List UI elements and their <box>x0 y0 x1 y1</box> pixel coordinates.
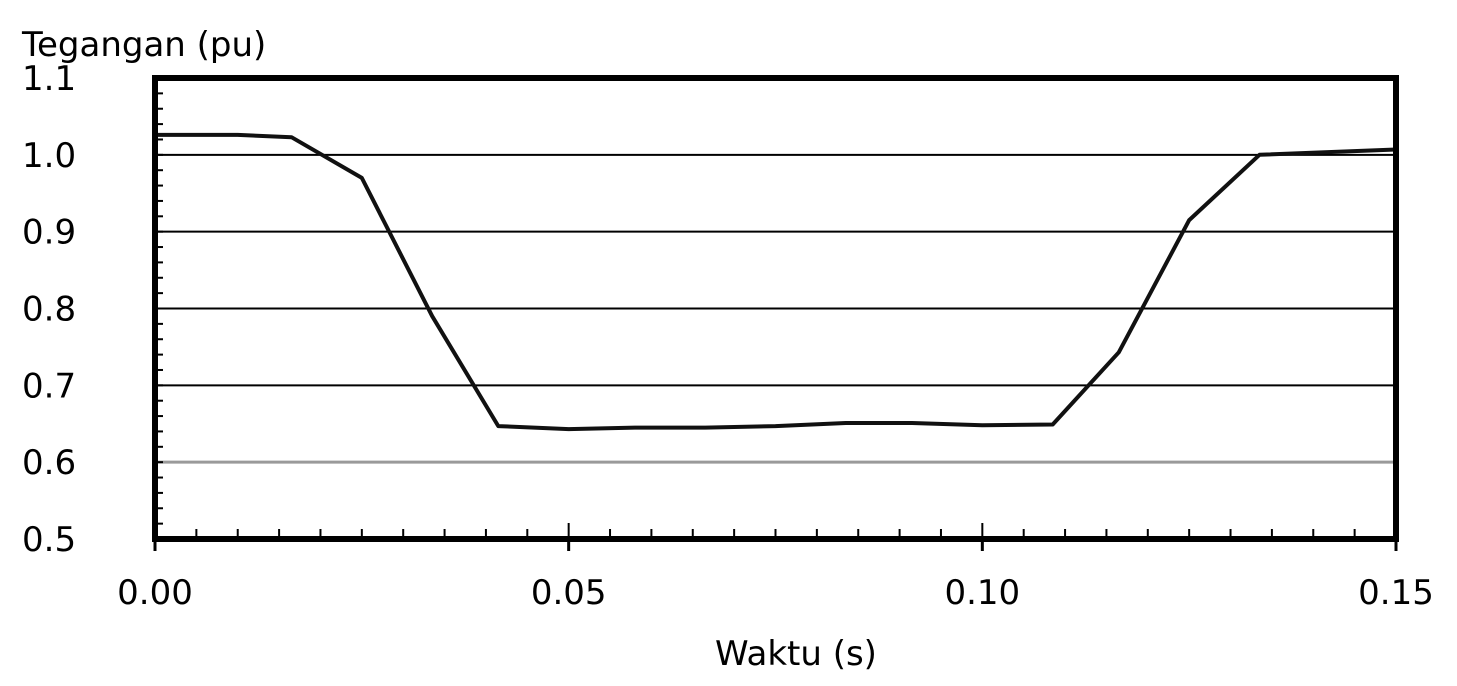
x-axis-title: Waktu (s) <box>715 634 877 674</box>
x-tick-label: 0.00 <box>117 573 193 613</box>
x-tick-label: 0.05 <box>531 573 607 613</box>
x-tick-labels: 0.00 0.05 0.10 0.15 <box>117 573 1434 613</box>
y-tick-label: 1.0 <box>22 136 76 176</box>
y-tick-label: 0.6 <box>22 443 76 483</box>
series-lines <box>153 132 1398 432</box>
y-tick-label: 0.9 <box>22 213 76 253</box>
y-axis-title: Tegangan (pu) <box>21 25 266 65</box>
y-tick-label: 1.1 <box>22 59 76 99</box>
y-tick-label: 0.8 <box>22 290 76 330</box>
series-line-0 <box>153 132 1398 432</box>
y-tick-label: 0.7 <box>22 366 76 406</box>
y-tick-labels: 1.1 1.0 0.9 0.8 0.7 0.6 0.5 <box>22 59 76 560</box>
x-tick-label: 0.15 <box>1358 573 1434 613</box>
x-tick-label: 0.10 <box>944 573 1020 613</box>
y-tick-label: 0.5 <box>22 520 76 560</box>
grid-lines <box>155 153 1396 464</box>
axis-ticks <box>153 77 1398 551</box>
plot-frame <box>152 75 1399 542</box>
